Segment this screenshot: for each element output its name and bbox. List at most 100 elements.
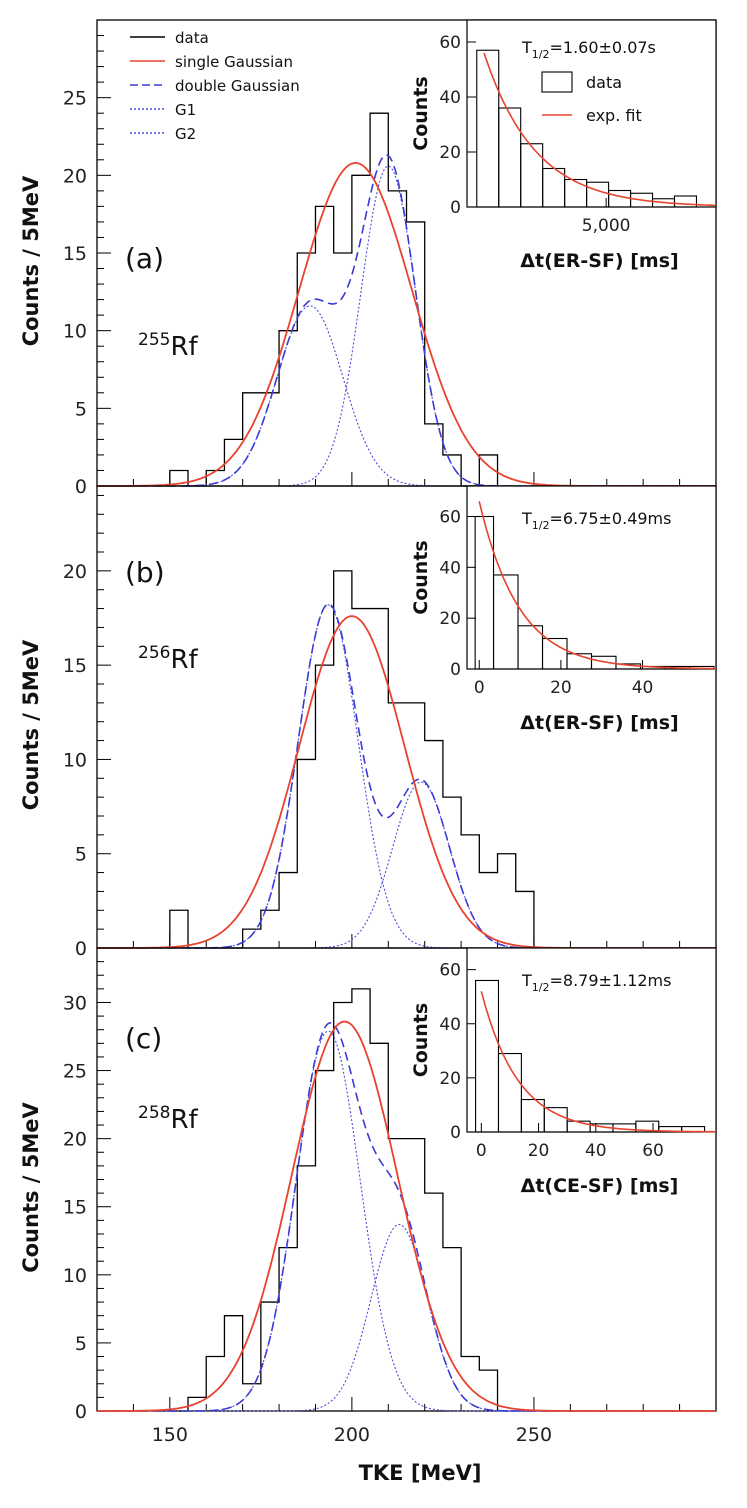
y-tick-label: 10 xyxy=(63,749,87,771)
y-tick-label: 5 xyxy=(75,844,87,866)
inset-y-tick-label: 60 xyxy=(439,961,461,981)
y-tick-label: 20 xyxy=(63,561,87,583)
y-tick-label: 25 xyxy=(63,88,87,110)
inset-legend-data-swatch xyxy=(541,71,573,93)
legend-label-2: double Gaussian xyxy=(175,77,300,95)
inset-y-axis-title: Counts xyxy=(410,76,432,150)
inset-exp-fit xyxy=(483,52,716,207)
y-tick-label: 20 xyxy=(63,1129,87,1151)
g1-curve xyxy=(97,604,716,949)
nucleus-label: 256Rf xyxy=(138,643,199,675)
inset-frame xyxy=(466,947,717,1133)
y-tick-label: 15 xyxy=(63,655,87,677)
half-life-symbol: T xyxy=(521,509,532,528)
panel-label: (b) xyxy=(125,556,165,589)
nucleus-symbol: Rf xyxy=(170,332,198,362)
half-life-subscript: 1/2 xyxy=(532,981,550,994)
inset-y-tick-label: 60 xyxy=(439,33,461,53)
inset-frame xyxy=(466,19,717,208)
single-gaussian-curve xyxy=(97,1020,716,1412)
inset-y-tick-label: 0 xyxy=(450,660,461,680)
y-tick-label: 0 xyxy=(75,1401,87,1423)
inset-legend-data-label: data xyxy=(586,73,622,92)
inset-y-tick-label: 0 xyxy=(450,198,461,218)
inset-y-tick-label: 40 xyxy=(439,1015,461,1035)
inset-bar xyxy=(590,655,617,670)
legend-label-0: data xyxy=(175,29,209,47)
double-gaussian-curve xyxy=(97,154,716,487)
half-life-value: =6.75±0.49ms xyxy=(549,509,671,528)
x-tick-label: 250 xyxy=(516,1424,552,1446)
half-life-symbol: T xyxy=(521,38,532,57)
inset-y-axis-title: Counts xyxy=(410,1003,432,1077)
y-tick-label: 15 xyxy=(63,1197,87,1219)
inset-bar xyxy=(497,1052,522,1133)
y-tick-label: 5 xyxy=(75,1333,87,1355)
inset-x-tick-label: 20 xyxy=(528,1141,550,1161)
inset-y-axis-title: Counts xyxy=(410,540,432,614)
inset-x-tick-label: 0 xyxy=(476,1141,487,1161)
histogram-data xyxy=(169,570,535,949)
inset-legend-fit-label: exp. fit xyxy=(586,106,642,125)
nucleus-mass: 256 xyxy=(138,643,170,663)
inset-2: 0 20 40 60 0 20 40 60 Counts Δt(CE-SF) [ms] T1/2=8… xyxy=(410,947,717,1197)
inset-y-tick-label: 20 xyxy=(439,609,461,629)
panel-0: 0 5 10 15 20 25 Counts / 5MeV (a) 255Rf 0 20 40 60 5,… xyxy=(19,19,717,498)
nucleus-label: 258Rf xyxy=(138,1103,199,1135)
y-tick-label: 0 xyxy=(75,476,87,498)
inset-bar xyxy=(543,1107,568,1133)
inset-y-tick-label: 60 xyxy=(439,508,461,528)
nucleus-mass: 255 xyxy=(138,330,170,350)
nucleus-mass: 258 xyxy=(138,1103,170,1123)
inset-x-tick-label: 40 xyxy=(632,678,654,698)
inset-1: 0 20 40 60 0 20 40 Counts Δt(ER-SF) [ms] T1/2=6.7… xyxy=(410,485,717,734)
g2-curve xyxy=(97,781,716,949)
inset-x-tick-label: 40 xyxy=(585,1141,607,1161)
inset-y-tick-label: 40 xyxy=(439,88,461,108)
half-life-label: T1/2=6.75±0.49ms xyxy=(521,509,671,532)
legend-label-3: G1 xyxy=(175,101,196,119)
main-legend: data single Gaussian double Gaussian G1 G2 xyxy=(130,29,300,143)
inset-bar xyxy=(673,195,698,208)
half-life-label: T1/2=1.60±0.07s xyxy=(521,38,656,61)
legend-label-4: G2 xyxy=(175,125,196,143)
y-tick-label: 25 xyxy=(63,1061,87,1083)
g2-curve xyxy=(97,1223,716,1412)
inset-x-axis-title: Δt(ER-SF) [ms] xyxy=(520,250,678,272)
inset-y-tick-label: 20 xyxy=(439,143,461,163)
nucleus-label: 255Rf xyxy=(138,330,199,362)
nucleus-symbol: Rf xyxy=(170,645,198,675)
x-axis-title: TKE [MeV] xyxy=(359,1461,482,1485)
half-life-label: T1/2=8.79±1.12ms xyxy=(521,971,671,994)
inset-y-tick-label: 0 xyxy=(450,1123,461,1143)
inset-bar xyxy=(492,574,519,670)
half-life-value: =8.79±1.12ms xyxy=(549,971,671,990)
inset-x-tick-label: 5,000 xyxy=(582,216,631,236)
y-tick-label: 20 xyxy=(63,165,87,187)
inset-x-axis-title: Δt(CE-SF) [ms] xyxy=(521,1175,679,1197)
histogram-data xyxy=(169,988,499,1412)
half-life-subscript: 1/2 xyxy=(532,48,550,61)
x-tick-label: 150 xyxy=(152,1424,188,1446)
y-tick-label: 10 xyxy=(63,321,87,343)
inset-x-tick-label: 60 xyxy=(642,1141,664,1161)
y-tick-label: 30 xyxy=(63,992,87,1014)
inset-0: 0 20 40 60 5,000 Counts Δt(ER-SF) [ms] T1/2=1.6… xyxy=(410,19,717,272)
inset-y-tick-label: 20 xyxy=(439,1069,461,1089)
half-life-subscript: 1/2 xyxy=(532,519,550,532)
panel-label: (c) xyxy=(125,1022,162,1055)
y-axis-title: Counts / 5MeV xyxy=(19,1101,43,1272)
half-life-symbol: T xyxy=(521,971,532,990)
panel-1: 0 5 10 15 20 Counts / 5MeV (b) 256Rf 0 20 40 60 0 20 4… xyxy=(19,485,717,960)
inset-exp-fit xyxy=(480,991,716,1133)
y-axis-title: Counts / 5MeV xyxy=(19,639,43,810)
y-tick-label: 0 xyxy=(75,938,87,960)
legend-label-1: single Gaussian xyxy=(175,53,293,71)
inset-y-tick-label: 40 xyxy=(439,558,461,578)
histogram-data xyxy=(169,112,499,487)
nucleus-symbol: Rf xyxy=(170,1105,198,1135)
inset-x-tick-label: 20 xyxy=(550,678,572,698)
inset-x-tick-label: 0 xyxy=(474,678,485,698)
